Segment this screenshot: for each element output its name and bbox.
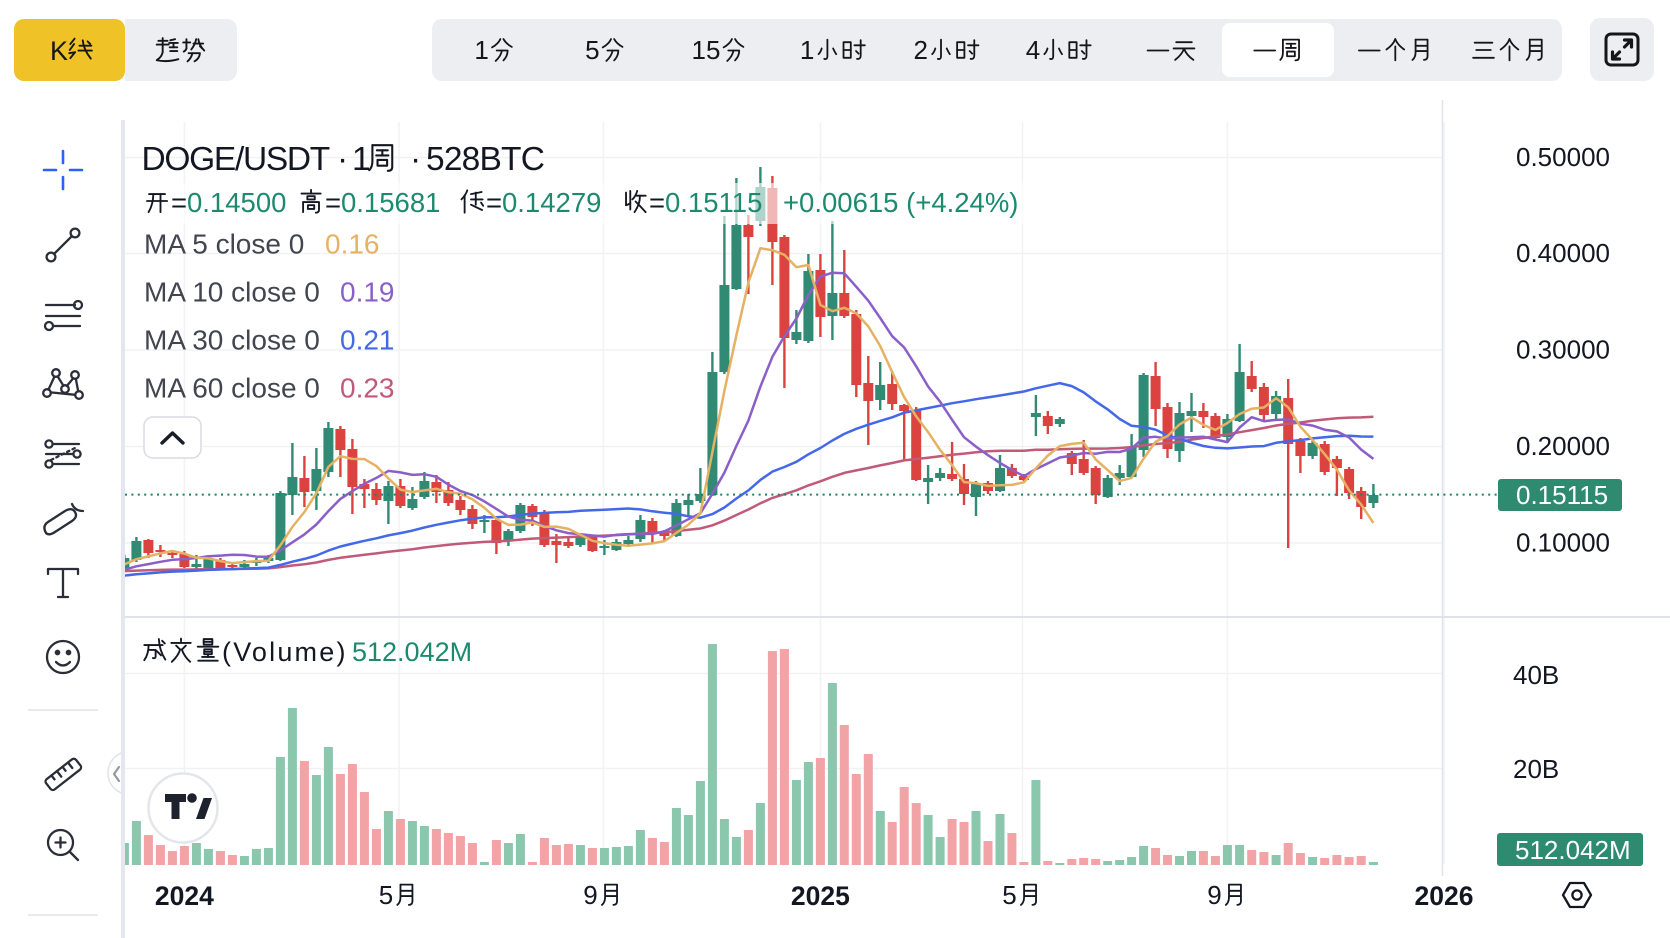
svg-text:40B: 40B xyxy=(1513,660,1559,690)
svg-text:0.20000: 0.20000 xyxy=(1516,431,1610,461)
svg-text:K: K xyxy=(50,36,68,66)
svg-text:5: 5 xyxy=(1002,880,1016,910)
svg-text:2025: 2025 xyxy=(791,881,850,911)
svg-text:0.16: 0.16 xyxy=(325,229,380,260)
svg-text:2024: 2024 xyxy=(155,881,214,911)
svg-text:0.10000: 0.10000 xyxy=(1516,528,1610,558)
svg-text:1: 1 xyxy=(474,35,488,65)
svg-text:0.15115: 0.15115 xyxy=(1516,480,1608,510)
svg-text:0.15115: 0.15115 xyxy=(665,187,762,218)
svg-text:=: = xyxy=(325,187,341,218)
svg-text:DOGE/USDT: DOGE/USDT xyxy=(142,141,330,178)
svg-text:=: = xyxy=(486,187,502,218)
svg-text:0.14279: 0.14279 xyxy=(502,187,601,218)
svg-text:=: = xyxy=(649,187,665,218)
svg-text:0.50000: 0.50000 xyxy=(1516,142,1610,172)
svg-text:1: 1 xyxy=(352,141,371,178)
svg-text:5: 5 xyxy=(585,35,599,65)
svg-text:0.14500: 0.14500 xyxy=(187,187,286,218)
svg-text:=: = xyxy=(171,187,187,218)
svg-text:2026: 2026 xyxy=(1415,881,1474,911)
svg-text:4: 4 xyxy=(1026,35,1040,65)
svg-text:20B: 20B xyxy=(1513,754,1559,784)
svg-text:MA 30 close 0: MA 30 close 0 xyxy=(144,325,320,356)
svg-text:0.30000: 0.30000 xyxy=(1516,335,1610,365)
svg-text:0.40000: 0.40000 xyxy=(1516,238,1610,268)
svg-text:2: 2 xyxy=(914,35,928,65)
svg-text:0.15681: 0.15681 xyxy=(341,187,440,218)
svg-text:MA 10 close 0: MA 10 close 0 xyxy=(144,277,320,308)
svg-text:15: 15 xyxy=(692,35,721,65)
svg-text:·: · xyxy=(337,141,348,178)
svg-text:512.042M: 512.042M xyxy=(352,637,472,667)
svg-text:(Volume): (Volume) xyxy=(222,637,348,667)
svg-text:5: 5 xyxy=(379,880,393,910)
svg-text:512.042M: 512.042M xyxy=(1515,835,1631,865)
svg-text:·: · xyxy=(410,141,421,178)
svg-text:+0.00615 (+4.24%): +0.00615 (+4.24%) xyxy=(783,187,1018,218)
svg-text:9: 9 xyxy=(1207,880,1221,910)
svg-text:9: 9 xyxy=(583,880,597,910)
svg-text:0.21: 0.21 xyxy=(340,325,395,356)
svg-text:MA 5 close 0: MA 5 close 0 xyxy=(144,229,304,260)
svg-text:0.19: 0.19 xyxy=(340,277,395,308)
svg-text:0.23: 0.23 xyxy=(340,373,395,404)
svg-text:528BTC: 528BTC xyxy=(426,141,544,178)
svg-text:MA 60 close 0: MA 60 close 0 xyxy=(144,373,320,404)
svg-text:1: 1 xyxy=(800,35,814,65)
